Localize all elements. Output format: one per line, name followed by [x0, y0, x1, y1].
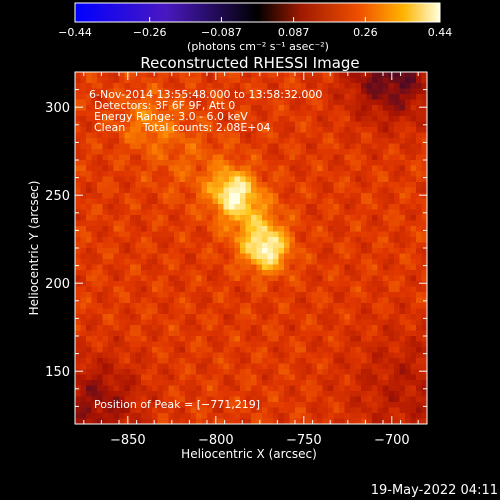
x-axis-title: Heliocentric X (arcsec) — [181, 447, 317, 461]
colorbar-unit-label: (photons cm⁻² s⁻¹ asec⁻²) — [187, 40, 329, 53]
annotation-time-range: 6-Nov-2014 13:55:48.000 to 13:58:32.000 — [89, 88, 322, 101]
annotation-clean-counts: Clean Total counts: 2.08E+04 — [94, 121, 271, 134]
annotation-detectors: Detectors: 3F 6F 9F, Att 0 — [94, 99, 235, 112]
observation-annotations: 6-Nov-2014 13:55:48.000 to 13:58:32.000 … — [89, 88, 322, 411]
timestamp: 19-May-2022 04:11 — [371, 483, 498, 498]
heatmap-plot-area — [74, 71, 428, 425]
annotation-energy-range: Energy Range: 3.0 - 6.0 keV — [94, 110, 248, 123]
heatmap-image — [75, 72, 427, 424]
x-axis-ticks: −850 −800 −750 −700 — [83, 72, 419, 448]
colorbar-tick-label: −0.087 — [201, 26, 242, 39]
y-axis-ticks: 150 200 250 300 — [45, 71, 427, 407]
y-tick-label: 200 — [45, 277, 70, 292]
x-tick-label: −800 — [198, 433, 234, 448]
y-axis-title: Heliocentric Y (arcsec) — [27, 181, 41, 316]
colorbar-tick-label: −0.44 — [58, 26, 92, 39]
chart-title: Reconstructed RHESSI Image — [140, 54, 359, 72]
y-tick-label: 300 — [45, 101, 70, 116]
colorbar-ticks: −0.44 −0.26 −0.087 0.087 0.26 0.44 — [58, 17, 452, 39]
colorbar — [74, 2, 441, 23]
y-tick-label: 250 — [45, 189, 70, 204]
colorbar-tick-label: 0.26 — [353, 26, 378, 39]
colorbar-tick-label: 0.44 — [428, 26, 453, 39]
colorbar-tick-label: −0.26 — [133, 26, 167, 39]
x-tick-label: −850 — [110, 433, 146, 448]
peak-position-label: Position of Peak = [−771,219] — [94, 398, 260, 411]
colorbar-tick-label: 0.087 — [278, 26, 310, 39]
x-tick-label: −700 — [374, 433, 410, 448]
y-tick-label: 150 — [45, 365, 70, 380]
x-tick-label: −750 — [286, 433, 322, 448]
